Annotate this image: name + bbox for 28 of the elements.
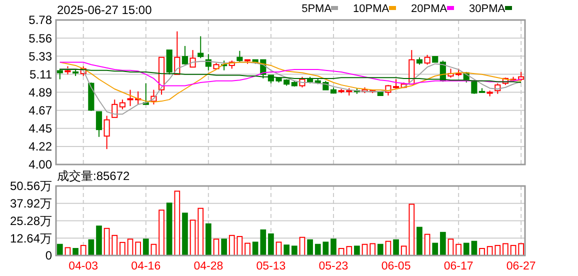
y-tick-label: 4.89: [28, 85, 52, 100]
legend-label: 30PMA: [469, 3, 506, 15]
legend-label: 10PMA: [353, 3, 390, 15]
x-tick-label: 06-27: [506, 260, 536, 272]
y-tick-label: 5.78: [28, 13, 52, 28]
y-tick-label: 4.22: [28, 140, 52, 154]
x-tick-label: 05-23: [318, 260, 348, 272]
chart-title: 成交量:85672: [57, 169, 130, 183]
y-tick-label: 12.64万: [10, 231, 52, 246]
x-tick-label: 04-03: [68, 260, 98, 272]
y-tick-label: 0: [45, 248, 52, 263]
legend-label: 20PMA: [411, 3, 448, 15]
chart-title: 2025-06-27 15:00: [57, 3, 152, 17]
y-tick-label: 25.28万: [10, 214, 52, 228]
x-tick-label: 04-28: [194, 260, 224, 272]
y-tick-label: 37.92万: [10, 196, 52, 211]
y-tick-label: 4.67: [28, 104, 52, 118]
y-tick-label: 4.45: [28, 122, 52, 136]
x-tick-label: 05-13: [256, 260, 286, 272]
y-tick-label: 5.56: [28, 31, 52, 46]
x-tick-label: 04-16: [131, 260, 161, 272]
x-tick-label: 06-05: [381, 260, 411, 272]
legend-label: 5PMA: [302, 3, 332, 15]
y-tick-label: 50.56万: [10, 179, 52, 194]
y-tick-label: 5.11: [30, 67, 52, 82]
y-tick-label: 4.00: [28, 158, 52, 172]
x-tick-label: 06-17: [444, 260, 474, 272]
y-tick-label: 5.33: [28, 49, 52, 64]
